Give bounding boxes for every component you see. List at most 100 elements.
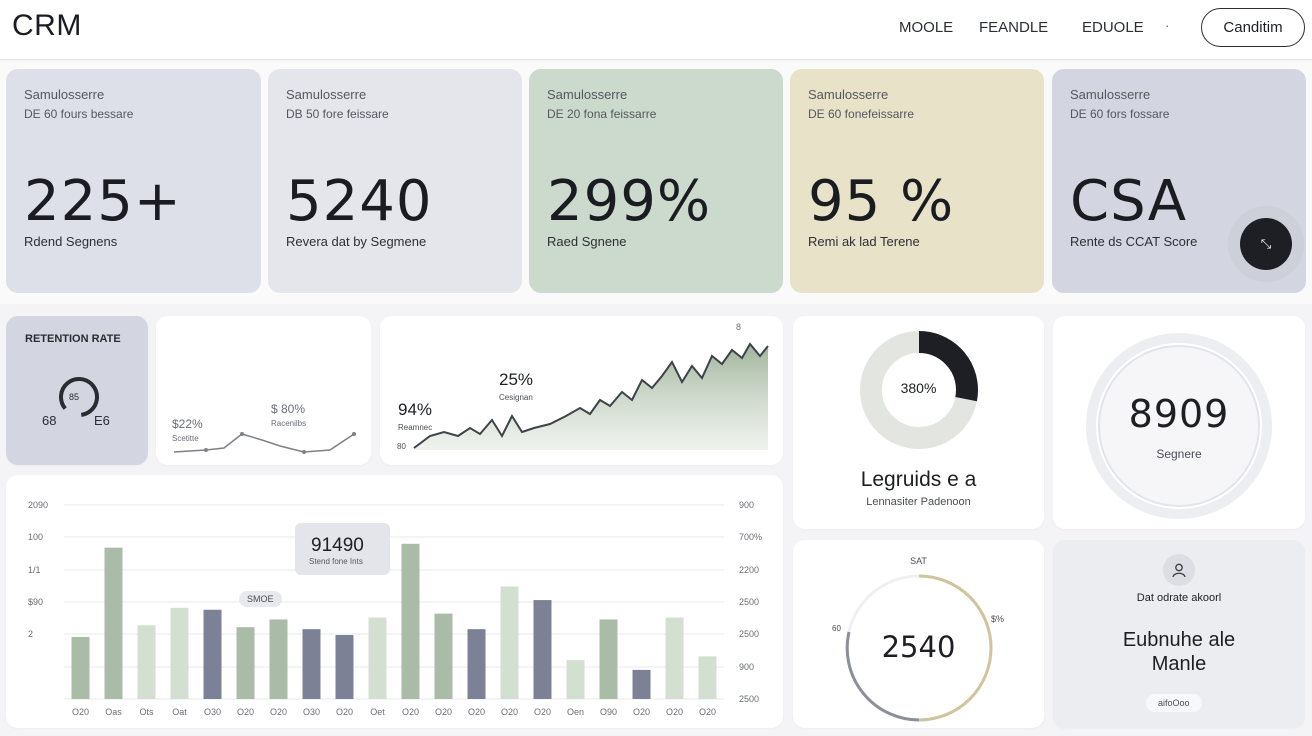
sparkline-card: $22% Scetitte $ 80% Racenilbs	[156, 316, 371, 465]
sparkline	[173, 432, 356, 454]
bar[interactable]	[533, 600, 552, 699]
retention-card: RETENTION RATE 85 68 E6	[6, 316, 148, 465]
x-tick: Oas	[105, 707, 122, 717]
bar-callout-label: Stend fone Ints	[309, 557, 363, 566]
donut-chart	[860, 331, 978, 449]
y-tick-left: $90	[28, 597, 43, 607]
app-logo[interactable]: CRM	[12, 9, 82, 42]
nav-item-1[interactable]: MOOLE	[899, 19, 954, 36]
bar[interactable]	[434, 613, 453, 699]
sat-card: SAT 2540 60 $%	[793, 540, 1044, 728]
kpi-card-3[interactable]: Samulosserre DE 20 fona feissarre 299% Raed…	[529, 69, 783, 293]
donut-arc	[860, 331, 978, 449]
bar[interactable]	[203, 609, 222, 699]
y-tick-left: 2090	[28, 500, 48, 510]
nav-item-3[interactable]: EDUOLE	[1082, 19, 1144, 36]
kpi-heading: Samulosserre	[24, 87, 105, 102]
area-pct2: 94%	[398, 400, 433, 419]
kpi-subheading: DE 60 fors fossare	[1070, 107, 1170, 121]
bar[interactable]	[269, 619, 288, 699]
y-tick-left: 1/1	[28, 565, 41, 575]
sat-value: 2540	[881, 630, 956, 664]
x-tick: O30	[204, 707, 221, 717]
bar-callout-value: 91490	[311, 535, 364, 556]
bar[interactable]	[236, 627, 255, 699]
area-corner-label: 8	[736, 322, 742, 332]
spark-b-label: Racenilbs	[271, 419, 307, 428]
donut-title: Legruids e a	[860, 468, 977, 491]
bar-chart: 2090 100 1/1 $90 2 900 700% 2200 2500 2500 900 2500…	[28, 500, 762, 717]
x-tick: O90	[600, 707, 617, 717]
y-tick-right: 700%	[739, 532, 762, 542]
kpi-subheading: DB 50 fore feissare	[286, 107, 389, 121]
kpi-card-4[interactable]: Samulosserre DE 60 fonefeissarre 95 % Remi …	[790, 69, 1044, 293]
nav-separator: ·	[1165, 17, 1170, 33]
bar-chart-card: 2090 100 1/1 $90 2 900 700% 2200 2500 2500 900 2500…	[6, 475, 783, 728]
kpi-label: Revera dat by Segmene	[286, 234, 427, 249]
person-icon	[1163, 554, 1195, 586]
bar[interactable]	[632, 669, 651, 699]
x-tick: Oat	[172, 707, 187, 717]
kpi-card-1[interactable]: Samulosserre DE 60 fours bessare 225+ Rdend…	[6, 69, 261, 293]
x-tick: Oet	[370, 707, 385, 717]
bar[interactable]	[401, 543, 420, 699]
donut-subtitle: Lennasiter Padenoon	[866, 496, 971, 508]
bar[interactable]	[104, 547, 123, 699]
retention-gauge	[59, 377, 99, 417]
y-tick-right: 900	[739, 500, 754, 510]
info-title: Dat odrate akoorl	[1136, 592, 1222, 604]
x-tick: O20	[501, 707, 518, 717]
cta-button[interactable]: Canditim	[1201, 8, 1305, 47]
bar-tag[interactable]: SMOE	[239, 591, 282, 607]
kpi-heading: Samulosserre	[547, 87, 628, 102]
kpi-label: Remi ak lad Terene	[808, 234, 920, 249]
bar[interactable]	[467, 629, 486, 699]
kpi-subheading: DE 60 fonefeissarre	[808, 107, 915, 121]
bar[interactable]	[665, 617, 684, 699]
bar[interactable]	[170, 607, 189, 699]
x-tick: O20	[237, 707, 254, 717]
bar[interactable]	[599, 619, 618, 699]
x-tick: O30	[303, 707, 320, 717]
kpi-card-2[interactable]: Samulosserre DB 50 fore feissare 5240 Rever…	[268, 69, 522, 293]
kpi-label: Rente ds CCAT Score	[1070, 234, 1198, 249]
kpi-value: 299%	[547, 169, 712, 234]
ring-label: Segnere	[1156, 447, 1202, 461]
area-pct2-label: Reamnec	[398, 423, 433, 432]
nav-item-2[interactable]: FEANDLE	[979, 19, 1049, 36]
y-tick-left: 2	[28, 629, 33, 639]
expand-icon[interactable]: ⤡	[1240, 218, 1292, 270]
x-tick: O20	[534, 707, 551, 717]
bar[interactable]	[368, 617, 387, 699]
sat-title: SAT	[910, 556, 927, 566]
kpi-card-5[interactable]: Samulosserre DE 60 fors fossare CSA Rente d…	[1052, 69, 1306, 293]
donut-value: 380%	[900, 380, 937, 396]
info-card: Dat odrate akoorl Eubnuhe ale Manle aifo…	[1053, 540, 1305, 728]
retention-center: 85	[69, 392, 80, 402]
x-tick: O20	[468, 707, 485, 717]
bar[interactable]	[302, 629, 321, 699]
top-header: CRM MOOLE FEANDLE EDUOLE · Canditim	[0, 0, 1312, 60]
bar[interactable]	[137, 625, 156, 699]
kpi-label: Raed Sgnene	[547, 234, 627, 249]
area-pct1: 25%	[499, 370, 534, 389]
y-tick-right: 2500	[739, 629, 759, 639]
kpi-value: 5240	[286, 169, 433, 234]
kpi-heading: Samulosserre	[1070, 87, 1151, 102]
info-pill[interactable]: aifoOoo	[1146, 694, 1202, 712]
sat-left: 60	[832, 624, 841, 633]
y-tick-right: 900	[739, 662, 754, 672]
bar[interactable]	[698, 656, 717, 699]
info-main-line2: Manle	[1151, 653, 1207, 675]
info-main-line1: Eubnuhe ale	[1122, 629, 1236, 651]
bar[interactable]	[500, 586, 519, 699]
x-tick: O20	[270, 707, 287, 717]
ring-value: 8909	[1128, 392, 1230, 436]
bar[interactable]	[71, 636, 90, 699]
x-tick: O20	[633, 707, 650, 717]
bar[interactable]	[335, 634, 354, 699]
x-tick: O20	[336, 707, 353, 717]
bar[interactable]	[566, 660, 585, 699]
kpi-label: Rdend Segnens	[24, 234, 118, 249]
kpi-subheading: DE 20 fona feissarre	[547, 107, 657, 121]
